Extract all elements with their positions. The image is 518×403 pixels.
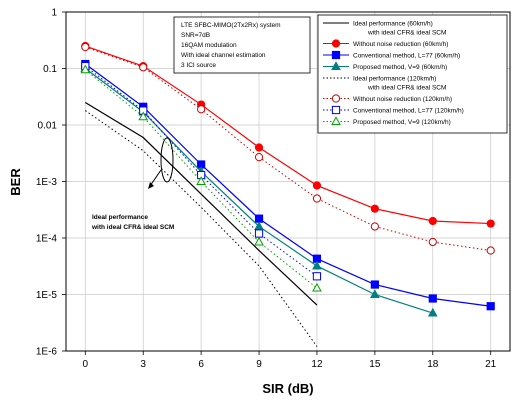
data-point bbox=[312, 194, 322, 203]
x-tick-label: 18 bbox=[427, 359, 439, 370]
data-point bbox=[196, 176, 206, 185]
y-tick-label: 1E-5 bbox=[36, 290, 58, 301]
info-box: LTE SFBC-MIMO(2Tx2Rx) system SNR=7dB 16QAM… bbox=[173, 16, 311, 74]
data-point bbox=[254, 153, 264, 162]
legend-item-5: Without noise reduction (120km/h) bbox=[323, 94, 452, 103]
y-tick-label: 0.01 bbox=[38, 121, 58, 132]
y-tick-label: 1E-4 bbox=[36, 234, 58, 245]
legend-item-4: Ideal performance (120km/h) with ideal CF… bbox=[323, 75, 446, 91]
legend-item-0: Ideal performance (60km/h) with ideal CFR… bbox=[323, 20, 446, 36]
data-point bbox=[312, 272, 322, 281]
data-point bbox=[312, 260, 322, 270]
series-5 bbox=[81, 42, 495, 255]
info-line-0: LTE SFBC-MIMO(2Tx2Rx) system bbox=[181, 22, 281, 29]
info-line-4: 3 ICI source bbox=[181, 62, 216, 69]
series-line-1 bbox=[85, 45, 491, 225]
legend-swatch-marker bbox=[331, 116, 341, 125]
y-tick-label: 0.1 bbox=[43, 64, 57, 75]
data-point bbox=[197, 105, 206, 114]
legend-swatch-marker bbox=[331, 61, 341, 70]
y-tick-label: 1E-3 bbox=[36, 177, 58, 188]
info-line-3: With ideal channel estimation bbox=[181, 52, 266, 59]
legend-swatch-marker bbox=[331, 39, 341, 48]
data-point bbox=[428, 237, 437, 247]
series-line-2 bbox=[84, 63, 491, 307]
x-tick-labels: 0 3 6 9 12 15 18 21 bbox=[83, 351, 497, 370]
legend-item-1: Without noise reduction (60km/h) bbox=[323, 39, 448, 48]
legend-swatch-marker bbox=[331, 105, 341, 115]
x-axis-title: SIR (dB) bbox=[262, 381, 313, 396]
data-point bbox=[427, 307, 438, 317]
data-point bbox=[370, 280, 379, 289]
data-point bbox=[254, 143, 264, 152]
series-line-6 bbox=[85, 65, 318, 277]
info-line-2: 16QAM modulation bbox=[181, 42, 237, 49]
y-axis-title: BER bbox=[8, 168, 23, 196]
data-point bbox=[486, 246, 495, 255]
legend-label: Proposed method, V=9 (120km/h) bbox=[353, 119, 451, 126]
legend-swatch-marker bbox=[331, 94, 341, 103]
data-point bbox=[139, 63, 148, 72]
legend-label: Conventional method, L=77 (120km/h) bbox=[353, 107, 464, 114]
data-point bbox=[370, 222, 379, 231]
annotation-line-1: Ideal performance bbox=[92, 214, 148, 221]
data-point bbox=[138, 111, 149, 121]
data-point bbox=[428, 294, 437, 303]
series-7 bbox=[80, 64, 322, 292]
series-layer bbox=[80, 41, 495, 347]
legend-item-3: Proposed method, V=9 (60km/h) bbox=[323, 61, 447, 71]
x-tick-label: 15 bbox=[369, 359, 381, 370]
legend-item-2: Conventional method, L=77 (60km/h) bbox=[323, 50, 460, 60]
annotation-arrowhead bbox=[148, 182, 154, 189]
data-point bbox=[312, 282, 322, 292]
data-point bbox=[80, 64, 91, 74]
x-tick-label: 3 bbox=[140, 359, 146, 370]
x-tick-label: 12 bbox=[311, 359, 323, 370]
series-line-0 bbox=[84, 102, 318, 306]
legend-swatch-marker bbox=[331, 50, 341, 60]
legend-item-7: Proposed method, V=9 (120km/h) bbox=[323, 116, 451, 126]
data-point bbox=[254, 229, 264, 238]
data-point bbox=[254, 214, 264, 223]
legend-label: Without noise reduction (60km/h) bbox=[353, 41, 448, 48]
legend-label-continued: with ideal CFR& ideal SCM bbox=[367, 29, 446, 36]
legend-item-6: Conventional method, L=77 (120km/h) bbox=[323, 105, 464, 115]
data-point bbox=[254, 236, 264, 246]
annotation-arrow bbox=[149, 169, 162, 187]
data-point bbox=[370, 289, 380, 298]
data-point bbox=[428, 216, 437, 226]
ideal-annotation: Ideal performance with ideal CFR& ideal … bbox=[91, 137, 174, 231]
x-tick-label: 6 bbox=[198, 359, 204, 370]
annotation-ellipse bbox=[160, 137, 174, 183]
legend-label: Ideal performance (60km/h) bbox=[353, 20, 433, 27]
legend-label: Without noise reduction (120km/h) bbox=[353, 96, 452, 103]
legend-label: Conventional method, L=77 (60km/h) bbox=[353, 52, 460, 59]
data-point bbox=[370, 204, 379, 213]
y-tick-labels: 1 0.1 0.01 1E-3 1E-4 1E-5 1E-6 bbox=[36, 8, 66, 358]
x-tick-label: 9 bbox=[256, 359, 262, 370]
y-tick-label: 1 bbox=[51, 8, 57, 19]
info-line-1: SNR=7dB bbox=[181, 32, 210, 39]
legend-label: Proposed method, V=9 (60km/h) bbox=[353, 64, 447, 71]
data-point bbox=[486, 302, 495, 311]
legend: Ideal performance (60km/h) with ideal CFR… bbox=[317, 14, 508, 134]
legend-label: Ideal performance (120km/h) bbox=[353, 75, 436, 82]
data-point bbox=[81, 42, 90, 52]
data-point bbox=[486, 219, 495, 228]
series-0 bbox=[84, 102, 318, 306]
data-point bbox=[312, 181, 322, 190]
annotation-line-2: with ideal CFR& ideal SCM bbox=[91, 224, 174, 231]
legend-label-continued: with ideal CFR& ideal SCM bbox=[367, 84, 446, 91]
x-tick-label: 21 bbox=[485, 359, 497, 370]
y-tick-label: 1E-6 bbox=[36, 347, 58, 358]
series-line-5 bbox=[85, 46, 491, 252]
x-tick-label: 0 bbox=[83, 359, 89, 370]
